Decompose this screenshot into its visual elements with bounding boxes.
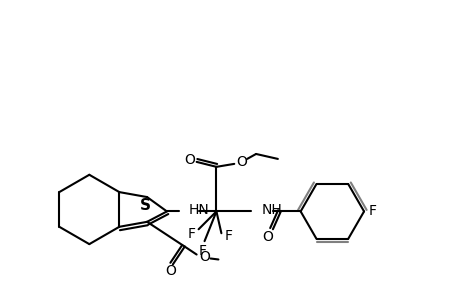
Text: O: O [184, 153, 195, 167]
Text: HN: HN [188, 203, 209, 218]
Text: F: F [368, 204, 376, 218]
Text: F: F [224, 229, 232, 243]
Text: F: F [187, 227, 195, 241]
Text: F: F [198, 244, 206, 258]
Text: O: O [199, 250, 209, 265]
Text: S: S [139, 199, 150, 214]
Text: O: O [262, 230, 273, 244]
Text: O: O [165, 264, 176, 278]
Text: NH: NH [262, 203, 282, 218]
Text: O: O [235, 155, 246, 169]
